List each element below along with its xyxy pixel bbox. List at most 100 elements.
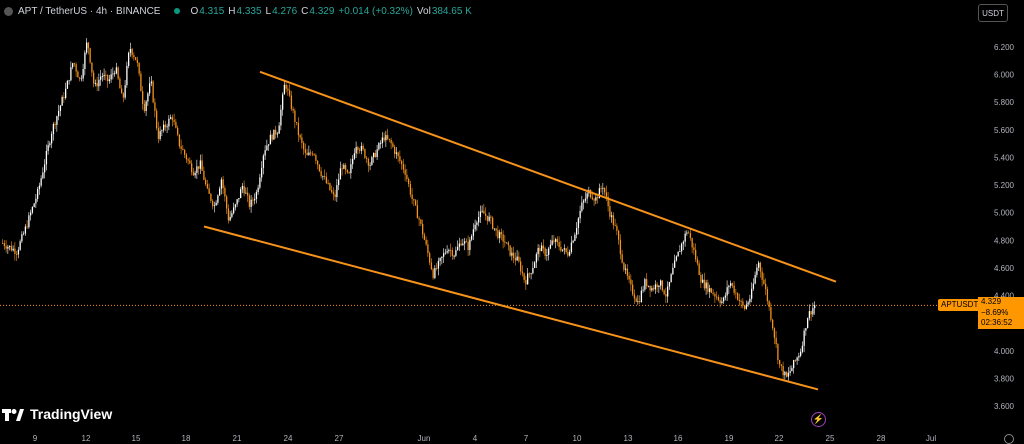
candle-body (282, 94, 284, 110)
candle-body (656, 284, 658, 288)
candle-body (395, 152, 398, 154)
candle-body (240, 189, 242, 199)
candle-body (49, 143, 51, 146)
settings-gear-icon[interactable] (1004, 434, 1014, 444)
candle-body (324, 176, 326, 177)
candle-body (572, 240, 574, 243)
candle-body (437, 260, 440, 269)
symbol-title[interactable]: APT / TetherUS · 4h · BINANCE (4, 6, 160, 17)
candle-body (231, 213, 233, 217)
candle-body (616, 225, 618, 231)
price-axis-tick: 5.800 (994, 98, 1015, 107)
candle-body (450, 249, 452, 251)
candle-body (744, 305, 746, 309)
candle-body (156, 110, 158, 129)
candle-body (131, 48, 133, 56)
candle-body (653, 288, 655, 290)
candle-body (423, 234, 426, 240)
candle-body (82, 68, 84, 79)
candle-body (52, 123, 55, 135)
candle-body (745, 304, 748, 309)
candle-body (107, 74, 109, 82)
candle-body (654, 284, 657, 290)
candle-body (322, 176, 324, 177)
time-axis-tick: 10 (573, 434, 582, 443)
candle-body (411, 194, 413, 200)
candle-body (717, 297, 720, 301)
candle-body (600, 188, 602, 189)
candle-body (334, 194, 336, 197)
candle-body (301, 137, 303, 143)
candle-body (339, 168, 342, 180)
candle-body (635, 298, 637, 302)
candle-body (562, 249, 564, 251)
candle-body (422, 223, 424, 235)
price-axis-tick: 3.600 (994, 402, 1015, 411)
chart-header: APT / TetherUS · 4h · BINANCE O4.315 H4.… (0, 0, 476, 22)
tradingview-logo[interactable]: TradingView (2, 406, 112, 422)
candle-body (327, 183, 329, 184)
candle-body (306, 152, 308, 156)
candle-body (366, 157, 368, 160)
candle-body (486, 215, 489, 221)
candle-body (668, 282, 671, 287)
candle-body (369, 164, 371, 166)
candle-body (618, 230, 620, 240)
candle-body (163, 124, 165, 131)
candle-body (138, 62, 140, 74)
candle-body (388, 138, 391, 140)
candle-body (576, 227, 578, 235)
candle-body (362, 145, 364, 150)
high-value: H4.335 (228, 5, 262, 17)
candle-body (278, 125, 280, 134)
candle-body (408, 179, 410, 185)
candle-body (47, 145, 49, 151)
candle-body (206, 183, 209, 189)
currency-button[interactable]: USDT (978, 4, 1008, 22)
candle-body (275, 129, 277, 135)
candle-body (166, 126, 168, 128)
candle-body (765, 283, 767, 290)
candle-body (402, 163, 405, 170)
candle-body (492, 217, 494, 229)
candle-body (133, 55, 135, 58)
candle-body (604, 187, 606, 193)
open-value: O4.315 (190, 5, 225, 17)
candle-body (9, 245, 11, 247)
time-axis-tick: 13 (624, 434, 633, 443)
candle-body (373, 152, 375, 158)
candle-body (567, 252, 569, 256)
time-axis-tick: 12 (82, 434, 91, 443)
candle-body (345, 164, 347, 170)
candle-body (289, 90, 291, 96)
candle-body (791, 368, 793, 372)
candle-body (514, 257, 517, 261)
time-axis-tick: 22 (775, 434, 784, 443)
upper-channel-trendline[interactable] (259, 70, 837, 283)
candle-body (691, 237, 693, 248)
candle-body (359, 149, 361, 151)
lower-channel-trendline[interactable] (203, 225, 819, 391)
candle-body (586, 193, 588, 199)
candle-body (605, 192, 608, 197)
candle-body (602, 187, 604, 189)
candle-body (115, 67, 118, 74)
candle-body (229, 216, 231, 221)
candle-body (385, 135, 387, 141)
candle-body (570, 242, 573, 252)
candle-body (21, 234, 23, 242)
candle-body (219, 188, 221, 196)
candle-body (633, 294, 636, 299)
candle-body (660, 280, 662, 286)
candle-body (101, 76, 104, 77)
candle-body (719, 300, 721, 303)
candle-body (178, 134, 181, 147)
brand-text: TradingView (30, 406, 113, 422)
candle-body (374, 152, 377, 158)
candle-body (513, 252, 515, 258)
candle-body (796, 357, 798, 361)
lightning-icon[interactable]: ⚡ (811, 412, 826, 427)
candle-body (59, 105, 62, 111)
candle-body (808, 311, 811, 319)
